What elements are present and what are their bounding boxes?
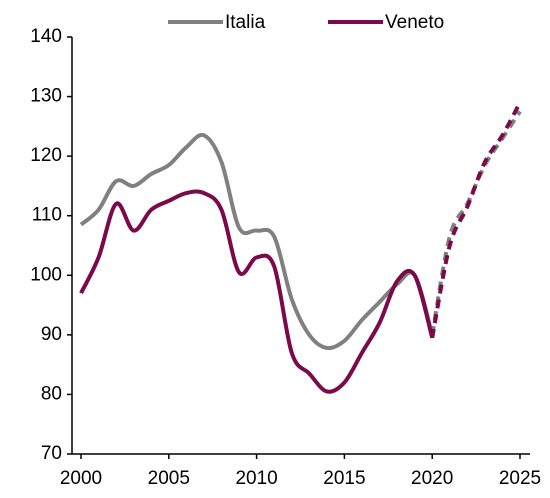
y-tick-label: 110	[32, 205, 62, 226]
legend-label: Italia	[225, 12, 266, 33]
legend-label: Veneto	[385, 12, 444, 33]
y-tick-label: 100	[30, 264, 62, 285]
x-tick-label: 2005	[148, 468, 190, 489]
y-tick-label: 130	[30, 86, 62, 107]
x-tick-label: 2025	[499, 468, 541, 489]
series-line-dashed	[430, 110, 522, 336]
series-line	[79, 189, 435, 394]
y-tick-label: 70	[41, 443, 62, 464]
series-line	[79, 132, 435, 351]
y-tick-label: 120	[30, 145, 62, 166]
x-tick-label: 2020	[411, 468, 453, 489]
series-line-dashed	[430, 101, 522, 339]
x-tick-label: 2000	[60, 468, 102, 489]
y-tick-label: 80	[41, 383, 62, 404]
x-tick-label: 2010	[235, 468, 277, 489]
y-tick-label: 140	[30, 26, 62, 47]
x-tick-label: 2015	[323, 468, 365, 489]
y-tick-label: 90	[41, 324, 62, 345]
